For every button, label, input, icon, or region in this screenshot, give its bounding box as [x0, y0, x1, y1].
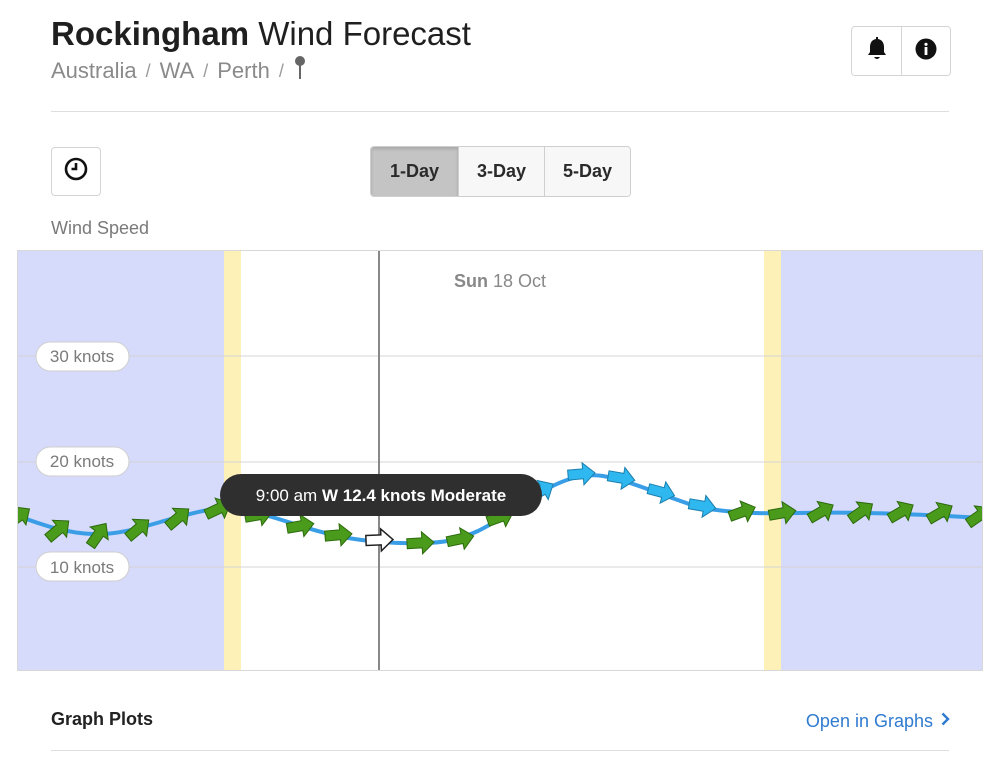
wind-arrow — [846, 501, 874, 525]
svg-text:30 knots: 30 knots — [50, 347, 114, 366]
wind-arrow — [406, 530, 435, 556]
clock-icon — [64, 157, 88, 186]
graph-plots-heading: Graph Plots — [51, 709, 154, 729]
wind-arrow — [285, 513, 315, 538]
night-band — [781, 251, 982, 670]
chart-date-label: Sun 18 Oct — [454, 271, 546, 291]
wind-arrow-selected — [365, 527, 395, 553]
breadcrumb-city[interactable]: Perth — [217, 58, 270, 83]
open-in-graphs-link[interactable]: Open in Graphs — [806, 711, 950, 732]
wind-arrow — [687, 494, 717, 519]
breadcrumb: Australia / WA / Perth / — [51, 55, 471, 84]
header-divider — [51, 111, 949, 112]
wind-arrow — [767, 500, 797, 525]
twilight-band — [764, 251, 781, 670]
map-pin-icon[interactable] — [293, 55, 307, 81]
wind-arrow — [727, 500, 756, 523]
breadcrumb-country[interactable]: Australia — [51, 58, 137, 83]
breadcrumb-separator: / — [203, 60, 209, 81]
breadcrumb-state[interactable]: WA — [159, 58, 195, 83]
breadcrumb-separator: / — [278, 60, 284, 81]
bell-icon — [866, 36, 888, 66]
alerts-button[interactable] — [852, 27, 901, 75]
wind-arrow — [85, 522, 109, 550]
tooltip-time: 9:00 am — [256, 486, 317, 505]
history-button[interactable] — [51, 147, 101, 196]
wind-chart-svg: Sun 18 Oct — [18, 251, 982, 670]
wind-arrow — [124, 518, 150, 542]
y-axis-tick-30: 30 knots — [35, 341, 130, 372]
footer-divider — [51, 750, 949, 751]
info-icon — [915, 38, 937, 65]
wind-arrow — [806, 500, 834, 524]
title-suffix: Wind Forecast — [258, 15, 471, 52]
tab-5-day[interactable]: 5-Day — [544, 147, 630, 196]
wind-arrow — [646, 480, 676, 505]
wind-arrow — [925, 501, 953, 525]
wind-arrow — [44, 519, 70, 543]
wind-arrow — [567, 461, 596, 486]
open-in-graphs-label: Open in Graphs — [805, 711, 933, 731]
svg-text:10 knots: 10 knots — [50, 558, 114, 577]
svg-text:9:00 am W 12.4 knots Moderate: 9:00 am W 12.4 knots Moderate — [256, 486, 506, 505]
wind-arrow — [964, 505, 982, 529]
tab-3-day[interactable]: 3-Day — [458, 147, 544, 196]
location-name: Rockingham — [51, 15, 250, 52]
wind-direction-arrows — [18, 461, 982, 556]
chart-tooltip: 9:00 am W 12.4 knots Moderate — [220, 474, 542, 516]
wind-arrow — [164, 507, 190, 531]
page-header: Rockingham Wind Forecast Australia / WA … — [51, 14, 471, 84]
wind-arrow — [324, 522, 353, 547]
wind-arrow — [886, 500, 914, 524]
chevron-right-icon — [941, 712, 950, 731]
breadcrumb-separator: / — [145, 60, 151, 81]
page-title: Rockingham Wind Forecast — [51, 14, 471, 54]
svg-text:20 knots: 20 knots — [50, 452, 114, 471]
info-button[interactable] — [901, 27, 950, 75]
wind-arrow — [18, 506, 31, 530]
header-actions — [851, 26, 951, 76]
y-axis-tick-10: 10 knots — [35, 551, 130, 582]
tooltip-detail: W 12.4 knots Moderate — [322, 486, 506, 505]
wind-speed-chart[interactable]: Sun 18 Oct — [17, 250, 983, 671]
wind-speed-label: Wind Speed — [51, 218, 150, 238]
wind-arrow — [445, 526, 475, 551]
tab-1-day[interactable]: 1-Day — [371, 147, 458, 196]
y-axis-tick-20: 20 knots — [35, 446, 130, 477]
range-selector: 1-Day 3-Day 5-Day — [370, 146, 631, 197]
wind-arrow — [606, 466, 636, 491]
twilight-band — [224, 251, 241, 670]
